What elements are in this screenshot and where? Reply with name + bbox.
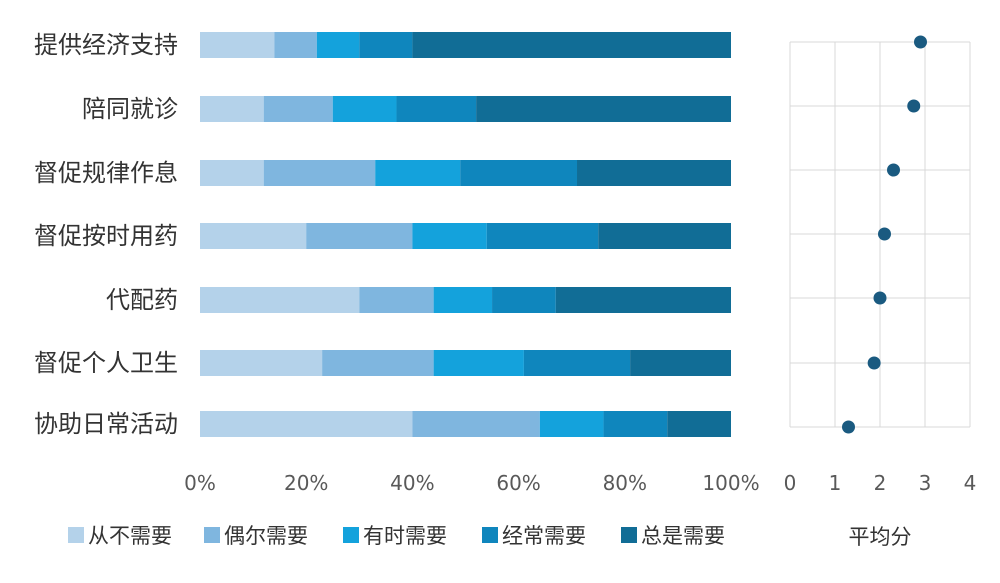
bar-segment-2 [539,411,604,437]
dot-x-tick-label: 3 [919,471,932,495]
x-tick-label: 100% [702,471,759,495]
average-score-point [867,356,881,370]
bar-segment-4 [577,160,731,186]
bar-segment-1 [263,160,376,186]
dot-x-tick-label: 4 [964,471,977,495]
category-label: 提供经济支持 [34,31,178,59]
bar-segment-3 [492,287,556,313]
bar-segment-2 [316,32,360,58]
bar-segment-4 [555,287,731,313]
bar-segment-0 [200,287,360,313]
bar-segment-2 [412,223,487,249]
bar-segment-3 [460,160,578,186]
category-label: 协助日常活动 [34,410,178,438]
dot-x-tick-label: 2 [874,471,887,495]
average-score-point [887,163,900,177]
dot-x-tick-label: 0 [784,471,797,495]
bar-segment-2 [433,287,493,313]
bar-segment-3 [486,223,599,249]
bar-segment-0 [200,350,323,376]
dot-axis-title: 平均分 [849,525,912,549]
bar-segment-3 [396,96,477,122]
bar-segment-1 [322,350,434,376]
category-label: 督促个人卫生 [34,349,178,377]
bar-segment-3 [603,411,668,437]
bar-segment-0 [200,223,307,249]
average-score-point [914,35,927,49]
average-score-dot-plot: 0 1 2 3 4 平均分 [784,35,977,549]
legend-swatch [68,527,84,543]
average-score-point [907,99,921,113]
x-tick-label: 40% [390,471,434,495]
bar-segment-2 [332,96,397,122]
legend-label: 经常需要 [502,524,586,548]
legend-label: 总是需要 [641,524,725,548]
legend: 从不需要 偶尔需要 有时需要 经常需要 总是需要 [68,524,725,548]
average-score-point [878,227,891,241]
dot-x-tick-label: 1 [829,471,842,495]
legend-label: 有时需要 [363,524,447,548]
bar-segment-1 [412,411,540,437]
bar-segment-2 [375,160,461,186]
bar-segment-1 [263,96,333,122]
bar-segment-4 [630,350,731,376]
bar-segment-0 [200,32,275,58]
x-tick-label: 20% [284,471,328,495]
x-tick-label: 80% [603,471,647,495]
bar-segment-1 [274,32,317,58]
bar-segment-2 [433,350,524,376]
category-label: 代配药 [106,286,178,314]
legend-label: 偶尔需要 [224,524,308,548]
x-tick-label: 60% [496,471,540,495]
bar-segment-3 [359,32,413,58]
category-label: 督促规律作息 [34,159,178,187]
legend-swatch [343,527,359,543]
legend-swatch [482,527,498,543]
legend-swatch [621,527,637,543]
x-tick-label: 0% [184,471,216,495]
bar-segment-4 [667,411,731,437]
legend-label: 从不需要 [88,524,172,548]
bar-segment-0 [200,96,264,122]
bar-segment-4 [598,223,731,249]
category-label: 督促按时用药 [34,222,178,250]
category-label: 陪同就诊 [82,95,178,123]
bar-segment-0 [200,411,413,437]
bar-segment-4 [412,32,731,58]
bar-segment-1 [359,287,434,313]
bar-segment-4 [476,96,731,122]
bar-segment-3 [523,350,631,376]
average-score-point [842,420,855,434]
bar-segment-0 [200,160,264,186]
average-score-point [873,291,887,305]
bar-segment-1 [306,223,413,249]
legend-swatch [204,527,220,543]
